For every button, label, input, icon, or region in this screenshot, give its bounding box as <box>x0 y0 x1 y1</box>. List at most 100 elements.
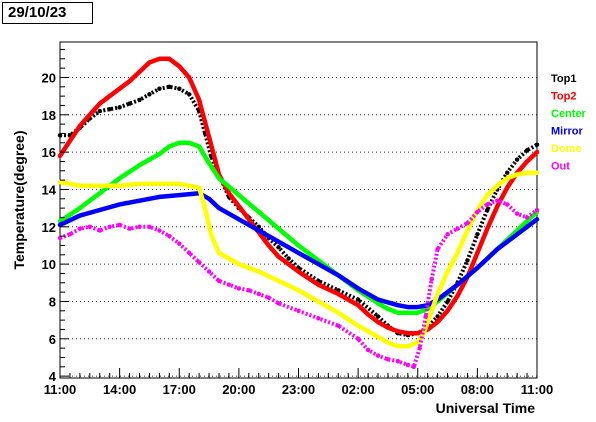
data-point <box>67 232 73 237</box>
date-label: 29/10/23 <box>2 2 93 24</box>
data-point <box>524 215 530 220</box>
data-point <box>57 235 63 241</box>
data-point <box>534 207 540 213</box>
data-point <box>57 133 63 138</box>
data-point <box>127 101 132 106</box>
x-tick-label: 11:00 <box>521 382 554 397</box>
series-line <box>57 56 540 336</box>
x-tick-label: 05:00 <box>401 382 434 397</box>
series-dots <box>60 84 538 338</box>
x-tick-label: 23:00 <box>282 382 315 397</box>
data-point <box>385 357 391 362</box>
x-tick-label: 08:00 <box>461 382 494 397</box>
data-point <box>505 202 510 207</box>
series-top2 <box>57 56 540 336</box>
legend-entry-mirror: Mirror <box>551 126 584 138</box>
data-point <box>405 362 410 368</box>
y-tick-label: 20 <box>42 70 56 85</box>
data-point <box>417 345 422 351</box>
legend-entry-top1: Top1 <box>551 73 576 85</box>
data-point <box>485 207 490 213</box>
data-point <box>423 314 428 319</box>
data-point <box>445 232 450 237</box>
data-point <box>87 224 93 229</box>
data-point <box>524 148 530 153</box>
legend-entry-out: Out <box>551 161 570 173</box>
data-point <box>157 86 162 91</box>
x-tick-label: 20:00 <box>222 382 255 397</box>
series-out <box>57 198 540 369</box>
data-point <box>137 97 142 103</box>
data-point <box>375 314 381 319</box>
data-point <box>429 276 434 282</box>
y-tick-label: 18 <box>42 108 56 123</box>
data-point <box>336 323 341 328</box>
x-tick-label: 11:00 <box>44 382 77 397</box>
data-point <box>465 220 470 226</box>
data-point <box>266 295 271 300</box>
y-tick-label: 8 <box>49 294 56 309</box>
data-point <box>375 353 381 358</box>
series-line <box>57 190 540 310</box>
data-point <box>286 256 291 261</box>
data-point <box>177 86 182 91</box>
data-point <box>256 291 261 297</box>
series-mirror <box>57 190 540 310</box>
data-point <box>276 301 281 306</box>
y-axis-label: Temperature(degree) <box>11 130 27 269</box>
x-tick-label: 17:00 <box>163 382 196 397</box>
series-dome <box>57 170 540 349</box>
axes: 4 6 8 10 12 14 16 18 20 11:00 14:00 17:00 20:00 23:00… <box>42 48 554 397</box>
data-point <box>276 245 281 250</box>
legend-entry-center: Center <box>551 108 587 120</box>
y-tick-label: 12 <box>42 220 56 235</box>
data-point <box>534 142 540 147</box>
data-point <box>226 282 232 287</box>
y-tick-label: 16 <box>42 145 56 160</box>
data-point <box>147 224 152 229</box>
data-point <box>206 269 212 274</box>
data-point <box>137 224 142 229</box>
data-point <box>167 233 172 239</box>
data-point <box>216 278 222 284</box>
data-point <box>147 92 152 97</box>
legend-entry-top2: Top2 <box>551 91 576 103</box>
data-point <box>355 297 361 302</box>
data-point <box>435 247 440 252</box>
data-point <box>97 108 103 114</box>
y-tick-label: 10 <box>42 257 56 272</box>
data-point <box>475 209 480 215</box>
x-tick-label: 14:00 <box>103 382 136 397</box>
data-point <box>365 347 371 353</box>
data-point <box>246 288 251 293</box>
data-point <box>495 198 500 203</box>
data-point <box>485 202 490 207</box>
data-point <box>505 170 510 175</box>
data-point <box>157 228 162 233</box>
data-point <box>395 359 401 364</box>
y-tick-label: 4 <box>49 369 57 384</box>
data-point <box>107 107 112 112</box>
data-point <box>316 316 321 321</box>
data-point <box>117 222 122 228</box>
data-point <box>117 105 122 110</box>
series-line <box>57 170 540 349</box>
plot-frame <box>59 41 538 379</box>
data-point <box>77 226 83 231</box>
data-point <box>196 260 202 265</box>
x-axis-label: Universal Time <box>436 400 536 416</box>
data-point <box>355 336 361 341</box>
data-point <box>455 226 460 231</box>
data-point <box>236 286 242 291</box>
legend: Top1 Top2 Center Mirror Dome Out <box>551 73 587 173</box>
x-tick-label: 02:00 <box>342 382 375 397</box>
data-point <box>475 232 480 237</box>
data-point <box>411 364 416 369</box>
y-tick-label: 14 <box>42 182 57 197</box>
data-point <box>187 92 192 97</box>
data-point <box>465 258 470 263</box>
data-point <box>445 299 450 304</box>
data-point <box>127 226 132 231</box>
legend-entry-dome: Dome <box>551 143 582 155</box>
